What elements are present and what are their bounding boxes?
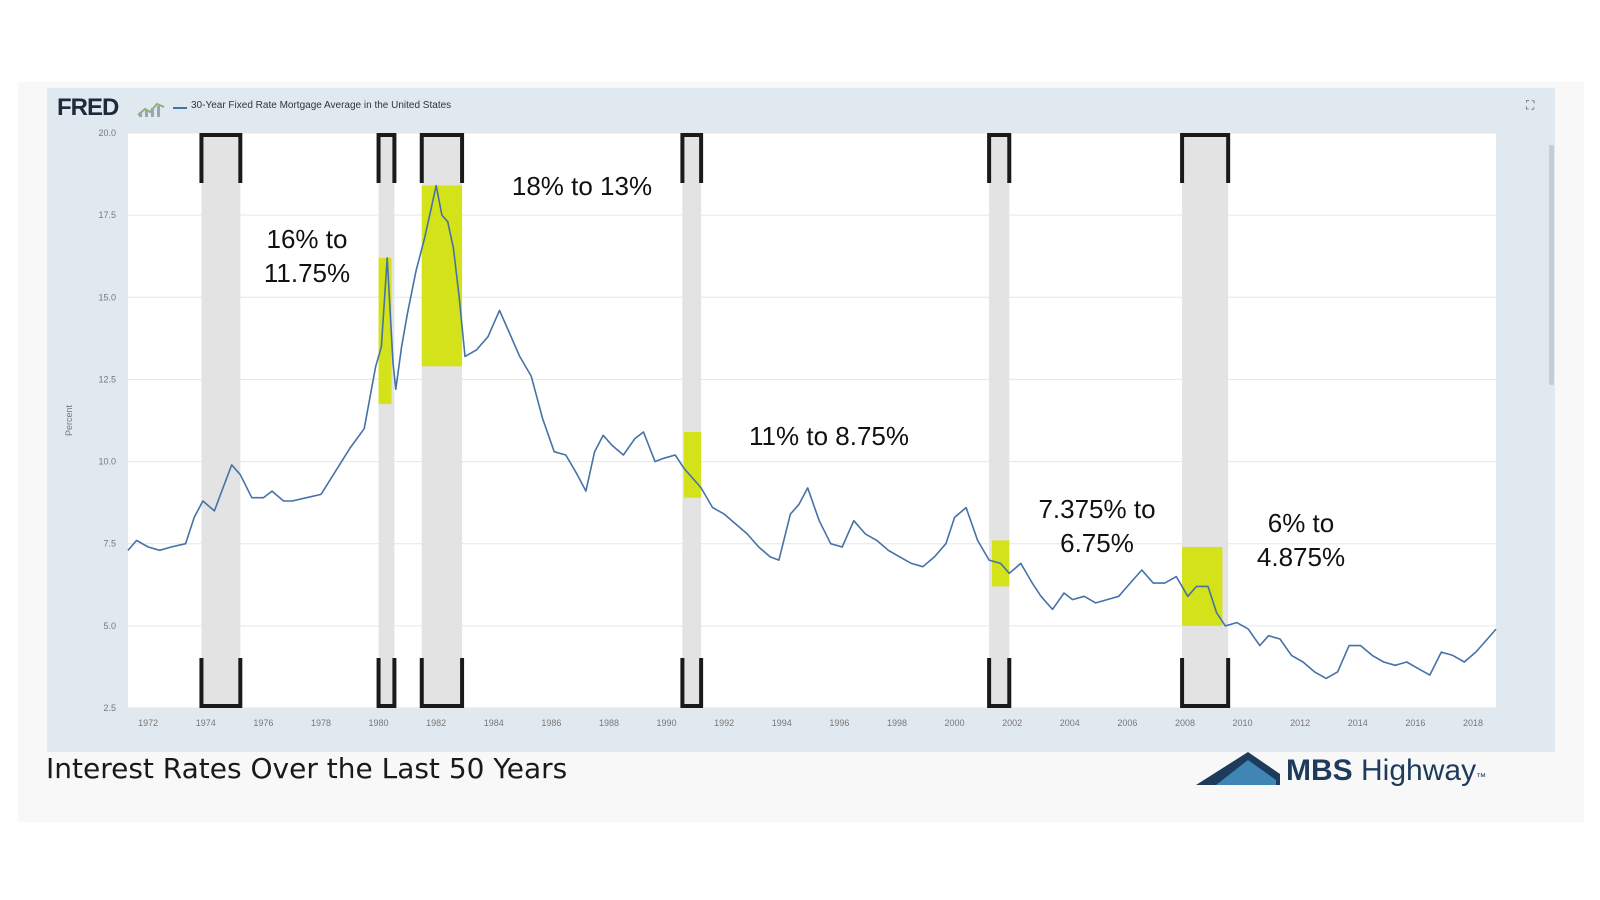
x-tick-label: 2002 bbox=[1002, 718, 1022, 728]
legend-series-title[interactable]: 30-Year Fixed Rate Mortgage Average in t… bbox=[191, 100, 452, 111]
fred-chart-mark-icon bbox=[136, 100, 168, 123]
annotation-label: 6% to bbox=[1268, 508, 1335, 538]
brand-trademark: ™ bbox=[1476, 772, 1487, 783]
x-tick-label: 2012 bbox=[1290, 718, 1310, 728]
y-axis-label: Percent bbox=[64, 404, 74, 436]
brand-name-regular: Highway bbox=[1361, 754, 1477, 787]
x-tick-label: 2008 bbox=[1175, 718, 1195, 728]
x-tick-label: 1984 bbox=[484, 718, 504, 728]
figure-caption: Interest Rates Over the Last 50 Years bbox=[46, 752, 568, 785]
scrollbar-thumb[interactable] bbox=[1549, 145, 1554, 385]
y-tick-label: 15.0 bbox=[98, 292, 116, 302]
y-tick-label: 12.5 bbox=[98, 374, 116, 384]
x-tick-label: 2006 bbox=[1117, 718, 1137, 728]
brand-name-bold: MBS bbox=[1286, 754, 1353, 787]
x-tick-label: 2004 bbox=[1060, 718, 1080, 728]
scrollbar-track[interactable] bbox=[1548, 88, 1555, 752]
bracket-top bbox=[376, 133, 397, 183]
x-tick-label: 2000 bbox=[945, 718, 965, 728]
recession-band bbox=[682, 133, 702, 708]
annotation-label: 7.375% to bbox=[1038, 494, 1155, 524]
x-tick-label: 1972 bbox=[138, 718, 158, 728]
x-tick-label: 1986 bbox=[541, 718, 561, 728]
expand-icon[interactable]: ⛶ bbox=[1526, 98, 1535, 112]
x-tick-label: 1990 bbox=[657, 718, 677, 728]
plot-background bbox=[128, 133, 1496, 708]
mountain-logo-icon bbox=[1196, 752, 1280, 785]
recession-band bbox=[201, 133, 241, 708]
y-tick-label: 10.0 bbox=[98, 457, 116, 467]
y-tick-label: 7.5 bbox=[103, 539, 116, 549]
x-tick-label: 1982 bbox=[426, 718, 446, 728]
x-tick-label: 1974 bbox=[196, 718, 216, 728]
annotation-label: 11.75% bbox=[264, 258, 350, 288]
grid-lines bbox=[128, 132, 1496, 709]
x-tick-label: 2016 bbox=[1405, 718, 1425, 728]
bracket-top bbox=[1180, 133, 1231, 183]
axis-ticks: 2.5 5.0 7.5 10.0 12.5 15.0 17.5 20.0 1972 1974 197… bbox=[64, 128, 1483, 728]
x-tick-label: 1976 bbox=[253, 718, 273, 728]
bracket-top bbox=[680, 133, 704, 183]
annotation-label: 16% to bbox=[267, 224, 348, 254]
bracket-bottom bbox=[680, 658, 704, 708]
x-tick-label: 2010 bbox=[1233, 718, 1253, 728]
bracket-bottom bbox=[987, 658, 1012, 708]
y-tick-label: 17.5 bbox=[98, 210, 116, 220]
chart-plot: 2.5 5.0 7.5 10.0 12.5 15.0 17.5 20.0 1972 1974 197… bbox=[64, 128, 1497, 728]
x-tick-label: 1980 bbox=[369, 718, 389, 728]
x-tick-label: 2014 bbox=[1348, 718, 1368, 728]
x-tick-label: 1998 bbox=[887, 718, 907, 728]
bracket-marks bbox=[199, 133, 1231, 708]
mbs-highway-logo: MBS Highway™ bbox=[1196, 752, 1526, 792]
x-tick-label: 2018 bbox=[1463, 718, 1483, 728]
annotation-label: 18% to 13% bbox=[512, 171, 652, 201]
recession-band bbox=[378, 133, 395, 708]
annotation-label: 11% to 8.75% bbox=[749, 421, 909, 451]
legend-series-swatch bbox=[173, 107, 187, 109]
highlight-box bbox=[683, 432, 702, 498]
y-tick-label: 5.0 bbox=[103, 621, 116, 631]
annotation-label: 6.75% bbox=[1060, 528, 1134, 558]
y-tick-label: 20.0 bbox=[98, 128, 116, 138]
fred-chart-panel: FRED 30-Year Fixed Rate Mortgage Average… bbox=[47, 88, 1555, 752]
x-tick-label: 1996 bbox=[829, 718, 849, 728]
x-tick-label: 1994 bbox=[772, 718, 792, 728]
bracket-bottom bbox=[199, 658, 243, 708]
x-tick-label: 1992 bbox=[714, 718, 734, 728]
y-tick-label: 2.5 bbox=[103, 703, 116, 713]
bracket-top bbox=[419, 133, 465, 183]
bracket-bottom bbox=[376, 658, 397, 708]
bracket-top bbox=[199, 133, 243, 183]
annotation-label: 4.875% bbox=[1257, 542, 1345, 572]
annotations: 16% to 11.75% 18% to 13% 11% to 8.75% 7.375%… bbox=[264, 171, 1345, 572]
bracket-bottom bbox=[419, 658, 465, 708]
highlight-box bbox=[378, 257, 392, 405]
chart-header: FRED 30-Year Fixed Rate Mortgage Average… bbox=[47, 88, 1555, 134]
recession-band bbox=[989, 133, 1010, 708]
x-tick-label: 1988 bbox=[599, 718, 619, 728]
bracket-top bbox=[987, 133, 1012, 183]
bracket-bottom bbox=[1180, 658, 1231, 708]
fred-logo: FRED bbox=[57, 94, 119, 121]
x-tick-label: 1978 bbox=[311, 718, 331, 728]
series-line bbox=[127, 184, 1497, 680]
